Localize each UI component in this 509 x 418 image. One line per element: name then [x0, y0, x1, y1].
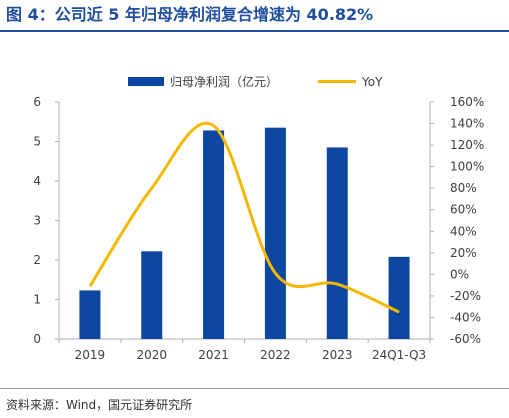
- bar-24Q1-Q3: [388, 256, 410, 339]
- right-tick-label: 0%: [450, 267, 469, 281]
- left-tick-label: 1: [33, 293, 41, 307]
- left-tick-label: 2: [33, 253, 41, 267]
- left-tick-label: 0: [33, 332, 41, 346]
- left-tick-label: 6: [33, 95, 41, 109]
- x-tick-label: 2022: [260, 348, 291, 362]
- x-tick-label: 24Q1-Q3: [372, 348, 426, 362]
- right-tick-label: 100%: [450, 160, 484, 174]
- bar-2023: [326, 147, 348, 339]
- right-tick-label: -40%: [450, 310, 481, 324]
- right-tick-label: 40%: [450, 224, 477, 238]
- bar-2022: [264, 127, 286, 339]
- legend-bar-swatch: [128, 77, 164, 86]
- bar-2019: [79, 290, 101, 339]
- x-tick-label: 2020: [136, 348, 167, 362]
- x-tick-label: 2021: [198, 348, 229, 362]
- right-tick-label: 160%: [450, 95, 484, 109]
- right-tick-label: 120%: [450, 138, 484, 152]
- title-divider: [0, 30, 509, 32]
- figure-title: 图 4：公司近 5 年归母净利润复合增速为 40.82%: [6, 5, 374, 24]
- yoy-line: [88, 121, 400, 314]
- left-tick-label: 5: [33, 135, 41, 149]
- bar-2021: [203, 130, 225, 339]
- left-tick-label: 4: [33, 174, 41, 188]
- x-tick-label: 2019: [75, 348, 106, 362]
- bar-2020: [141, 251, 163, 339]
- figure-source: 资料来源：Wind，国元证券研究所: [6, 398, 193, 412]
- right-tick-label: 80%: [450, 181, 477, 195]
- right-tick-label: 140%: [450, 117, 484, 131]
- right-tick-label: 20%: [450, 246, 477, 260]
- legend-bar-label: 归母净利润（亿元）: [170, 74, 278, 89]
- left-tick-label: 3: [33, 214, 41, 228]
- right-tick-label: -60%: [450, 332, 481, 346]
- legend-line-label: YoY: [361, 75, 383, 89]
- right-tick-label: 60%: [450, 203, 477, 217]
- source-divider: [0, 388, 509, 389]
- right-tick-label: -20%: [450, 289, 481, 303]
- x-tick-label: 2023: [322, 348, 353, 362]
